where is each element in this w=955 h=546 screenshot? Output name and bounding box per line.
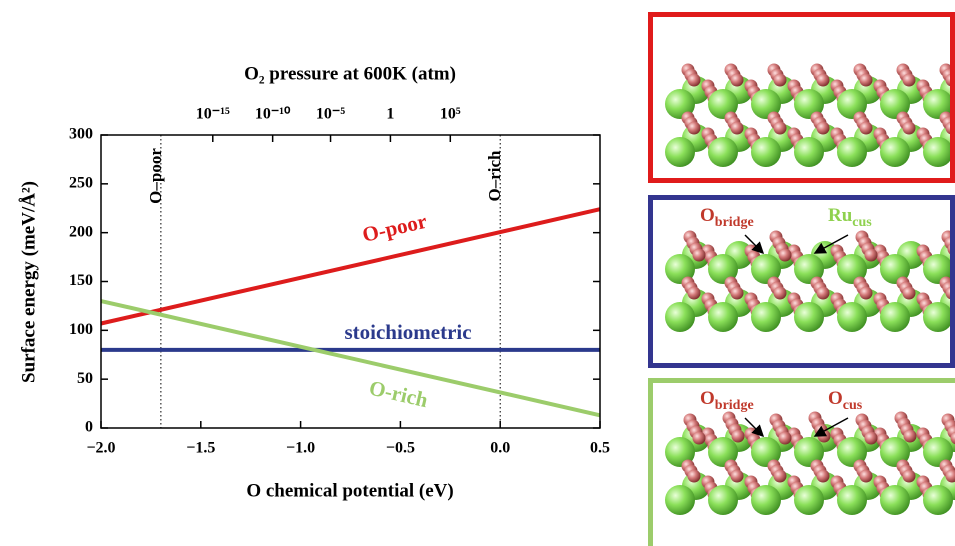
atom [817, 74, 830, 87]
site-label-main: O [700, 388, 715, 409]
atom [751, 485, 781, 515]
atom [731, 287, 744, 300]
atom [817, 287, 830, 300]
atom [665, 485, 695, 515]
top-axis-title: O₂ pressure at 600K (atm) [244, 63, 456, 84]
y-tick-label: 150 [69, 272, 93, 289]
top-tick-label: 10⁵ [440, 106, 461, 123]
reference-label: O–rich [485, 150, 504, 202]
site-label-sub: cus [852, 215, 872, 230]
atom [779, 249, 792, 262]
atom [923, 302, 953, 332]
atom [817, 122, 830, 135]
top-tick-label: 10⁻¹⁰ [255, 106, 291, 123]
atom [903, 122, 916, 135]
site-label: Ocus [828, 388, 863, 413]
y-tick-label: 0 [85, 419, 93, 436]
y-tick-label: 100 [69, 321, 93, 338]
series-label: stoichiometric [344, 320, 471, 344]
atom [751, 302, 781, 332]
reference-label: O–poor [146, 148, 165, 204]
atom [903, 287, 916, 300]
site-label-sub: bridge [715, 215, 754, 230]
x-tick-label: 0.0 [490, 440, 510, 457]
atom [708, 485, 738, 515]
atom [794, 302, 824, 332]
x-tick-label: −1.0 [286, 440, 315, 457]
series-label: O-rich [367, 375, 431, 412]
atom [774, 470, 787, 483]
site-label: Obridge [700, 388, 754, 413]
atom [731, 470, 744, 483]
structure-panel [665, 412, 955, 516]
x-tick-label: −0.5 [386, 440, 415, 457]
atom [837, 485, 867, 515]
x-tick-label: 0.5 [590, 440, 610, 457]
series-label: O-poor [360, 209, 429, 247]
atom [837, 302, 867, 332]
atom [688, 74, 701, 87]
site-label: Obridge [700, 205, 754, 230]
atom [751, 137, 781, 167]
atom [693, 249, 706, 262]
atom [688, 287, 701, 300]
site-label-main: Ru [828, 205, 853, 226]
atom [860, 287, 873, 300]
atom [688, 470, 701, 483]
atom [693, 432, 706, 445]
site-label-sub: cus [843, 398, 863, 413]
atom [665, 137, 695, 167]
structure-panel [665, 64, 955, 168]
atom [880, 137, 910, 167]
atom [731, 122, 744, 135]
site-label-main: O [828, 388, 843, 409]
atom [817, 470, 830, 483]
atom [774, 74, 787, 87]
top-tick-label: 10⁻¹⁵ [196, 106, 230, 123]
atom [779, 432, 792, 445]
x-tick-label: −1.5 [186, 440, 215, 457]
page: O₂ pressure at 600K (atm) O chemical pot… [0, 0, 955, 546]
atom [794, 485, 824, 515]
x-tick-label: −2.0 [86, 440, 115, 457]
x-axis-title: O chemical potential (eV) [246, 480, 453, 501]
atom [903, 74, 916, 87]
atom [794, 137, 824, 167]
atom [774, 122, 787, 135]
y-axis-title: Surface energy (meV/Å²) [18, 181, 39, 383]
series-line [101, 209, 600, 323]
structure-panel [665, 231, 955, 333]
atom [865, 249, 878, 262]
atom [732, 430, 745, 443]
y-tick-label: 200 [69, 223, 93, 240]
atom [880, 485, 910, 515]
atom [731, 74, 744, 87]
atom [860, 74, 873, 87]
atom [903, 470, 916, 483]
series-line [101, 301, 600, 415]
atom [665, 302, 695, 332]
figure: O₂ pressure at 600K (atm) O chemical pot… [0, 0, 955, 546]
atom [688, 122, 701, 135]
atom [865, 432, 878, 445]
atom [923, 485, 953, 515]
top-tick-label: 1 [386, 106, 394, 123]
site-label-sub: bridge [715, 398, 754, 413]
y-tick-label: 250 [69, 175, 93, 192]
plot-frame [101, 135, 600, 428]
site-label: Rucus [828, 205, 872, 230]
atom [904, 430, 917, 443]
site-label-main: O [700, 205, 715, 226]
atom [708, 302, 738, 332]
y-tick-label: 300 [69, 126, 93, 143]
atom [837, 137, 867, 167]
top-tick-label: 10⁻⁵ [316, 106, 345, 123]
y-tick-label: 50 [77, 370, 93, 387]
atom [860, 122, 873, 135]
atom [923, 137, 953, 167]
atom [708, 137, 738, 167]
atom [880, 302, 910, 332]
atom [860, 470, 873, 483]
atom [774, 287, 787, 300]
